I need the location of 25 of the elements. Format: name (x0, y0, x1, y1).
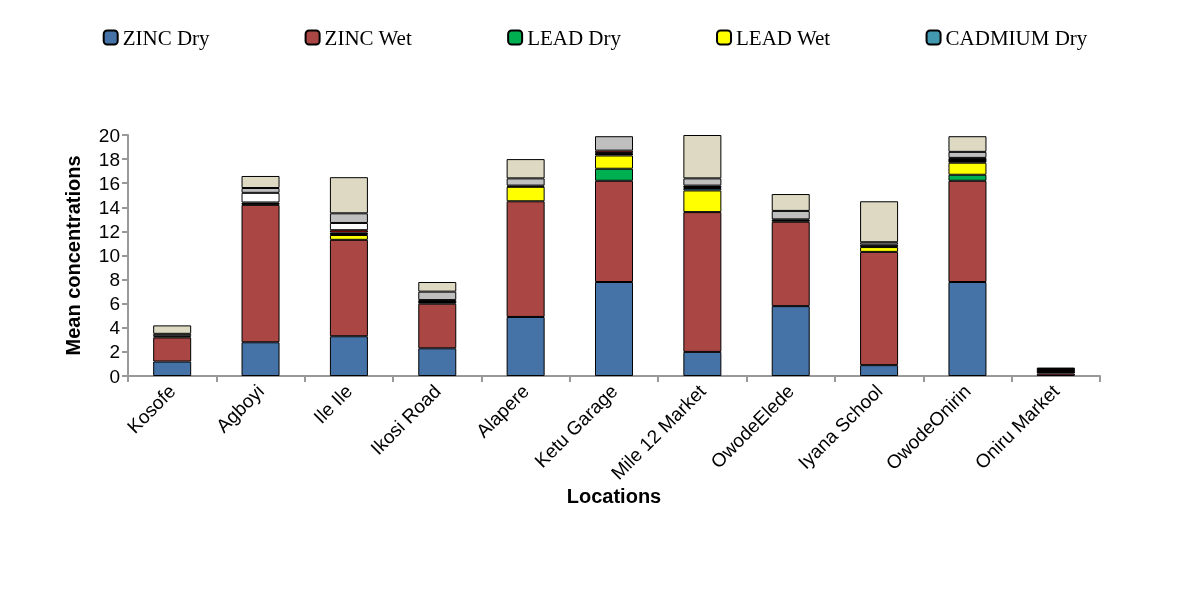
legend-label: LEAD Dry (527, 25, 622, 50)
y-tick-label: 2 (109, 341, 120, 363)
y-tick-label: 0 (109, 365, 120, 387)
x-tick-label: Ile Ile (309, 380, 357, 428)
bar (241, 175, 280, 189)
y-tick-label: 14 (98, 196, 121, 218)
y-tick-label: 18 (98, 148, 120, 170)
bar (595, 136, 633, 151)
y-axis-title: Mean concentrations (62, 155, 84, 356)
bar (860, 201, 899, 243)
bar (241, 192, 280, 203)
legend-label: CADMIUM Dry (945, 25, 1088, 50)
legend-label: ZINC Wet (324, 25, 412, 50)
y-tick-label: 10 (98, 245, 120, 266)
y-tick-label: 8 (109, 269, 120, 291)
legend-label: LEAD Wet (736, 25, 831, 50)
y-tick-label: 20 (98, 124, 120, 146)
x-axis-title: Locations (566, 484, 662, 507)
y-tick-label: 16 (98, 172, 120, 194)
bar (1036, 367, 1075, 374)
y-tick-label: 12 (98, 220, 120, 242)
y-tick-label: 6 (109, 293, 120, 315)
y-tick-label: 4 (109, 317, 121, 339)
legend-label: ZINC Dry (122, 25, 211, 50)
bar (153, 325, 192, 334)
